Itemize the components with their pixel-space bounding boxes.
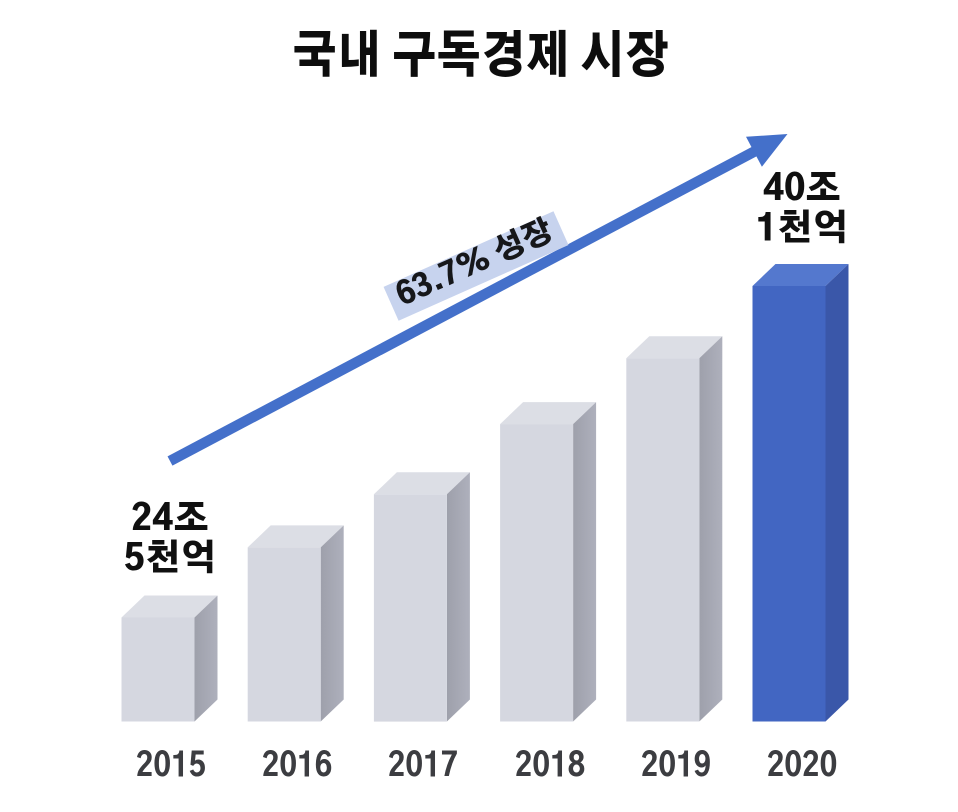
x-axis-label-2018: 2018 [514,750,585,783]
value-label-2020-line1: 40조 [762,173,842,208]
x-axis-label-2017: 2017 [388,750,459,783]
value-label-2015-line1: 24조 [130,503,210,538]
growth-arrow-head [746,134,788,167]
x-axis-label-2015: 2015 [135,750,207,783]
bar-face-top [752,264,849,286]
bar-face-side [573,402,597,722]
bar-face-top [373,472,470,495]
growth-arrow-shaft [167,146,759,466]
value-label-2015-line2: 5천억 [123,543,217,578]
bar-face-side [320,525,344,722]
bar-face-front [500,424,574,722]
bar-face-side [699,336,723,722]
bar-2020 [752,264,849,722]
bar-face-front [247,547,321,722]
x-axis-label-2016: 2016 [261,750,333,783]
bar-face-top [626,336,723,359]
bar-face-side [825,264,849,722]
bar-face-top [500,402,597,425]
bar-face-front [626,358,700,722]
bar-2017 [373,472,470,722]
bar-face-front [121,617,195,722]
bar-face-side [194,595,218,722]
value-label-2020: 40조 1천억 [756,171,849,251]
value-label-2020-line2: 1천억 [755,213,849,248]
bar-face-front [373,494,447,722]
bar-face-top [247,525,344,548]
bar-2019 [626,336,723,722]
bar-2018 [500,402,597,722]
bar-2015 [121,595,218,722]
x-axis-label-2020: 2020 [766,750,838,783]
bar-face-side [446,472,470,722]
bar-face-top [121,595,218,618]
x-axis-label-2019: 2019 [640,750,712,783]
bar-face-front [752,286,826,722]
chart-title: 국내 구독경제 시장 [292,33,670,83]
value-label-2015: 24조 5천억 [124,501,217,581]
bar-2016 [247,525,344,722]
